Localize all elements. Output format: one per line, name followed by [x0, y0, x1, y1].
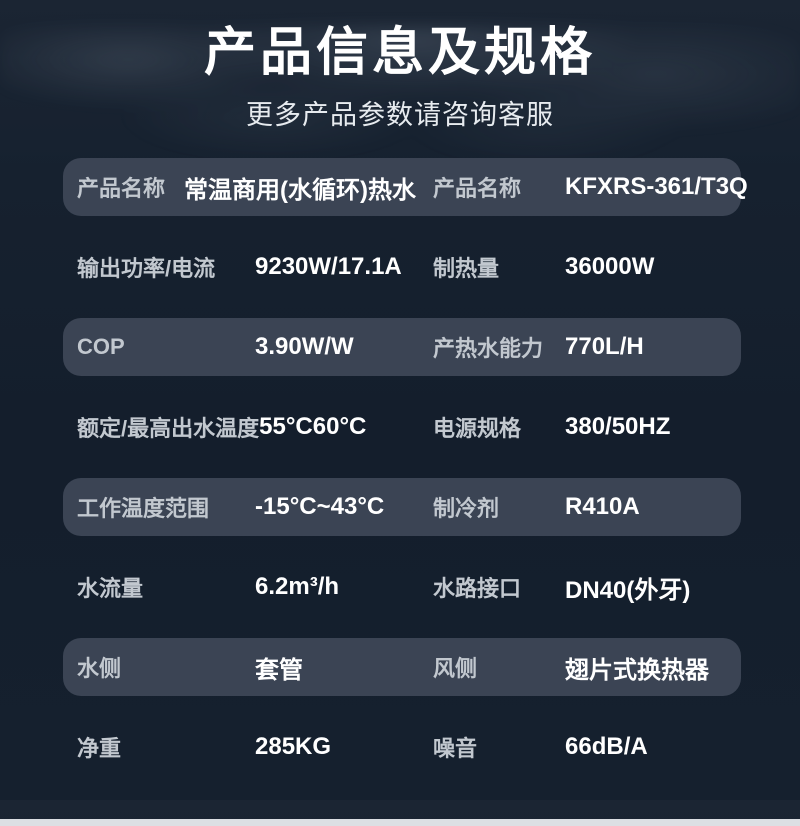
table-row: COP 3.90W/W 产热水能力 770L/H [63, 318, 741, 376]
table-row: 水侧 套管 风侧 翅片式换热器 [63, 638, 741, 696]
table-row: 输出功率/电流 9230W/17.1A 制热量 36000W [63, 238, 741, 296]
spec-label: 额定/最高出水温度 [77, 416, 260, 441]
page-title: 产品信息及规格 [203, 24, 596, 82]
spec-value: 36000W [565, 253, 655, 280]
spec-label: 制热量 [433, 256, 500, 281]
spec-value: 380/50HZ [565, 413, 671, 440]
spec-value: R410A [565, 493, 640, 520]
spec-label: 水路接口 [433, 576, 522, 601]
spec-value: 285KG [255, 733, 332, 760]
spec-cell-right: 电源规格 380/50HZ [433, 411, 725, 443]
spec-cell-right: 水路接口 DN40(外牙) [433, 570, 725, 605]
spec-label: 水侧 [77, 656, 122, 681]
spec-cell-right: 噪音 66dB/A [433, 731, 725, 763]
spec-value: 翅片式换热器 [565, 656, 709, 684]
table-row: 产品名称 常温商用(水循环)热水 产品名称 KFXRS-361/T3Q [63, 158, 748, 216]
spec-label: 工作温度范围 [77, 496, 210, 521]
spec-cell-right: 产热水能力 770L/H [433, 331, 725, 363]
spec-cell-right: 制热量 36000W [433, 251, 725, 283]
spec-label: 净重 [77, 736, 122, 761]
spec-cell-left: 水流量 6.2m³/h [77, 571, 433, 603]
page-subtitle: 更多产品参数请咨询客服 [246, 100, 554, 130]
spec-value: 常温商用(水循环)热水 [184, 176, 416, 204]
spec-value: 55°C60°C [259, 413, 367, 440]
spec-label: 产品名称 [433, 176, 522, 201]
spec-value: KFXRS-361/T3Q [565, 173, 748, 200]
spec-cell-right: 制冷剂 R410A [433, 491, 725, 523]
spec-value: 770L/H [565, 333, 644, 360]
table-row: 水流量 6.2m³/h 水路接口 DN40(外牙) [63, 558, 741, 616]
spec-label: 电源规格 [433, 416, 522, 441]
table-row: 净重 285KG 噪音 66dB/A [63, 718, 741, 776]
spec-label: 产热水能力 [433, 336, 544, 361]
spec-value: 6.2m³/h [255, 573, 340, 600]
spec-label: COP [77, 334, 125, 359]
spec-cell-left: 工作温度范围 -15°C~43°C [77, 491, 433, 523]
spec-label: 噪音 [433, 736, 478, 761]
spec-value: 3.90W/W [255, 333, 354, 360]
spec-value: 66dB/A [565, 733, 648, 760]
spec-value: 9230W/17.1A [255, 253, 402, 280]
spec-cell-left: 水侧 套管 [77, 650, 433, 685]
spec-cell-left: 净重 285KG [77, 731, 433, 763]
spec-cell-left: 输出功率/电流 9230W/17.1A [77, 251, 433, 283]
spec-label: 风侧 [433, 656, 478, 681]
spec-cell-left: 额定/最高出水温度 55°C60°C [77, 411, 433, 443]
spec-cell-right: 风侧 翅片式换热器 [433, 650, 725, 685]
spec-label: 产品名称 [77, 176, 166, 201]
spec-value: 套管 [255, 656, 303, 684]
spec-value: -15°C~43°C [255, 493, 385, 520]
spec-label: 输出功率/电流 [77, 256, 216, 281]
spec-cell-right: 产品名称 KFXRS-361/T3Q [433, 171, 748, 203]
spec-value: DN40(外牙) [565, 576, 691, 604]
spec-label: 制冷剂 [433, 496, 500, 521]
table-row: 工作温度范围 -15°C~43°C 制冷剂 R410A [63, 478, 741, 536]
spec-cell-left: 产品名称 常温商用(水循环)热水 [77, 170, 433, 205]
spec-cell-left: COP 3.90W/W [77, 333, 433, 361]
bottom-strip [0, 819, 800, 826]
table-row: 额定/最高出水温度 55°C60°C 电源规格 380/50HZ [63, 398, 741, 456]
spec-table: 产品名称 常温商用(水循环)热水 产品名称 KFXRS-361/T3Q 输出功率… [63, 158, 748, 776]
spec-label: 水流量 [77, 576, 144, 601]
